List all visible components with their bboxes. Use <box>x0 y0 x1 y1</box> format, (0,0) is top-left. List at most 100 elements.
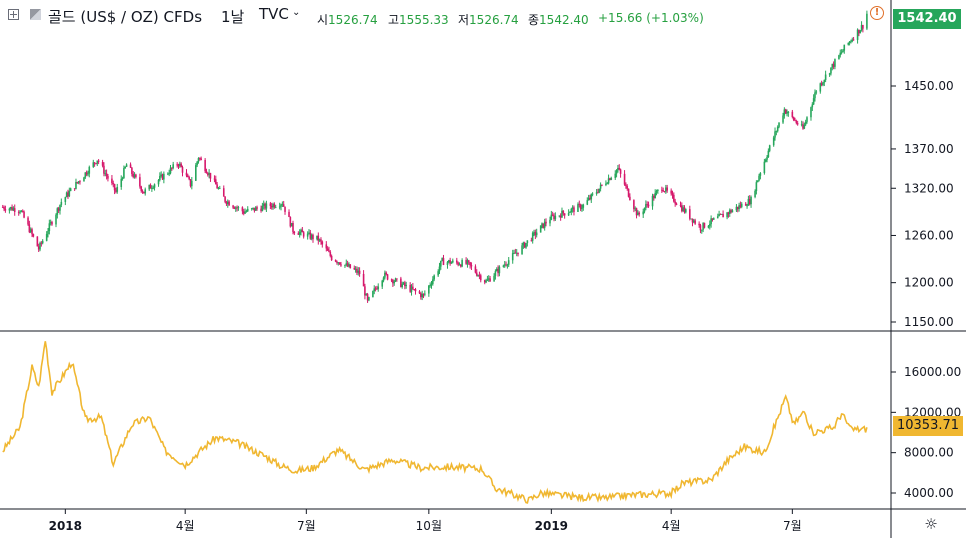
candle <box>185 169 188 178</box>
candle <box>9 206 12 211</box>
candle <box>647 201 650 208</box>
candle <box>728 208 731 217</box>
candle <box>437 269 439 278</box>
candle <box>485 278 487 284</box>
candle <box>232 204 234 209</box>
candle <box>726 211 728 220</box>
candle <box>800 120 803 127</box>
indicator-value-label: 10353.71 <box>893 416 963 436</box>
candle <box>225 200 228 207</box>
ohlc-low: 저1526.74 <box>458 13 519 27</box>
candle <box>19 210 21 215</box>
candle <box>665 184 667 194</box>
candle <box>133 172 136 179</box>
candle <box>197 157 200 164</box>
candle <box>21 209 24 213</box>
candle <box>107 174 109 182</box>
candle <box>302 230 305 239</box>
candle <box>712 217 715 220</box>
candle <box>847 42 850 46</box>
candle <box>689 205 691 221</box>
candle <box>321 240 324 248</box>
candle <box>433 274 435 282</box>
price-axis-label: 1450.00 <box>904 79 954 93</box>
candle <box>694 218 696 225</box>
candle <box>731 209 734 213</box>
candle <box>764 158 767 163</box>
chevron-down-icon[interactable]: ⌄ <box>292 7 301 18</box>
candle <box>180 162 182 168</box>
candle <box>345 259 348 267</box>
source-label[interactable]: TVC <box>259 5 289 23</box>
candle <box>429 282 431 288</box>
candle <box>502 264 505 268</box>
candle <box>586 197 589 206</box>
alert-icon[interactable]: ! <box>870 6 884 20</box>
candle <box>326 246 329 251</box>
candle <box>152 185 155 190</box>
candle <box>400 276 402 288</box>
candle <box>727 211 730 218</box>
candle <box>450 261 453 264</box>
candle <box>179 161 181 168</box>
candle <box>151 185 153 192</box>
expand-icon[interactable] <box>8 9 19 20</box>
candle <box>758 173 760 182</box>
candle <box>615 169 618 178</box>
candle <box>578 200 581 208</box>
candle <box>140 185 143 193</box>
candle <box>595 189 598 196</box>
candle <box>393 279 396 286</box>
candle <box>237 205 240 211</box>
candle <box>718 210 720 217</box>
candle <box>803 122 806 130</box>
candle <box>842 49 844 53</box>
candle <box>364 283 366 300</box>
candle <box>394 277 397 283</box>
candle <box>40 241 43 247</box>
candle <box>381 279 384 290</box>
candle <box>93 162 96 167</box>
candle <box>581 204 583 212</box>
candle <box>619 168 622 178</box>
candle <box>366 292 369 303</box>
candle <box>791 109 794 119</box>
candle <box>545 218 547 227</box>
candle <box>88 165 91 178</box>
candle <box>176 162 178 168</box>
candle <box>710 215 712 228</box>
candle <box>373 285 376 295</box>
symbol-name[interactable]: 골드 (US$ / OZ) CFDs <box>48 8 203 26</box>
candle <box>525 242 527 249</box>
candle <box>148 184 151 191</box>
candle <box>65 191 68 198</box>
candle <box>775 130 778 136</box>
candle <box>606 182 609 185</box>
candle <box>75 178 77 190</box>
indicator-series-line <box>2 341 868 504</box>
candle <box>358 267 361 277</box>
candle <box>814 89 816 102</box>
candle <box>346 260 349 268</box>
candle <box>41 239 44 245</box>
candle <box>337 261 340 266</box>
candle <box>690 218 692 220</box>
candle <box>838 54 840 60</box>
candle <box>73 188 76 191</box>
interval-label[interactable]: 1날 <box>221 8 245 26</box>
candle <box>55 213 57 228</box>
candle <box>214 175 217 185</box>
candle <box>83 176 85 182</box>
legend-header: 골드 (US$ / OZ) CFDs 1날 TVC ⌄ 시1526.74 고15… <box>0 0 890 34</box>
candle <box>843 44 846 54</box>
candle <box>767 148 770 158</box>
candle <box>483 279 486 285</box>
candle <box>68 187 71 198</box>
candle <box>101 159 104 168</box>
candle <box>218 185 221 190</box>
candle <box>455 257 458 265</box>
settings-icon[interactable]: ☼ <box>924 515 938 533</box>
candle <box>205 168 208 174</box>
candle <box>47 228 49 238</box>
